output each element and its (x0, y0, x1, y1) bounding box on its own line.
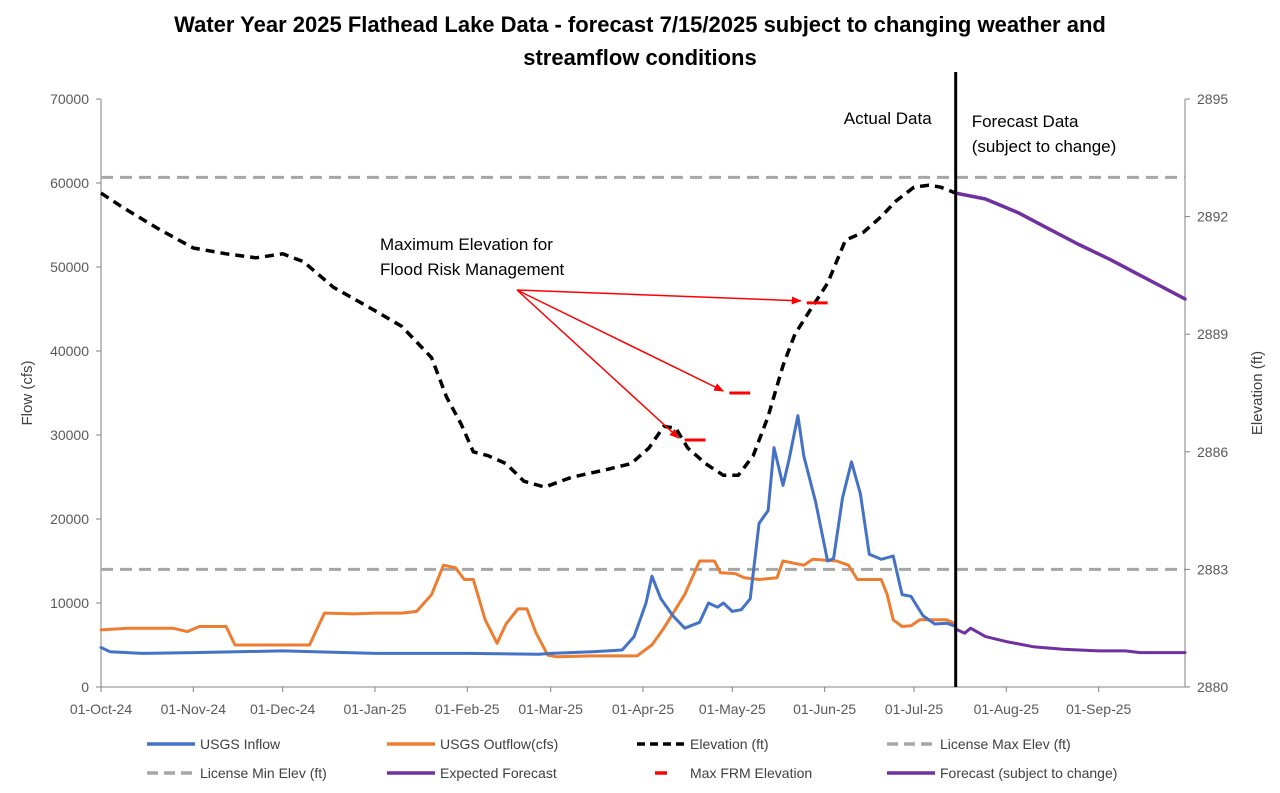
frm-annotation-line1: Maximum Elevation for (380, 235, 553, 254)
x-tick-label: 01-Nov-24 (161, 701, 227, 717)
x-tick-label: 01-Aug-25 (974, 701, 1040, 717)
y-right-tick-label: 2886 (1197, 444, 1228, 460)
x-tick-label: 01-Mar-25 (518, 701, 583, 717)
y-left-tick-label: 50000 (50, 259, 89, 275)
y-right-tick-label: 2895 (1197, 91, 1228, 107)
legend-label-outflow: USGS Outflow(cfs) (440, 736, 558, 752)
legend-label-inflow: USGS Inflow (200, 736, 281, 752)
expected-forecast-line (954, 626, 1187, 655)
x-tick-label: 01-Jun-25 (793, 701, 856, 717)
legend-label-forecast_elev: Forecast (subject to change) (940, 765, 1117, 781)
y-right-tick-label: 2880 (1197, 679, 1228, 695)
forecast-elevation-line (953, 191, 1187, 301)
frm-annotation-arrow (516, 289, 680, 439)
y-left-tick-label: 10000 (50, 595, 89, 611)
y-right-tick-label: 2883 (1197, 561, 1228, 577)
elevation-line (100, 183, 957, 489)
x-tick-label: 01-Dec-24 (250, 701, 316, 717)
y-left-tick-label: 0 (81, 679, 89, 695)
y-left-tick-label: 20000 (50, 511, 89, 527)
legend-label-license_max: License Max Elev (ft) (940, 736, 1071, 752)
x-tick-label: 01-Jul-25 (885, 701, 944, 717)
forecast-data-label: Forecast Data (972, 112, 1079, 131)
y-axis-left-title: Flow (cfs) (19, 361, 36, 426)
chart-title-line2: streamflow conditions (523, 45, 757, 70)
y-left-tick-label: 30000 (50, 427, 89, 443)
legend-label-max_frm: Max FRM Elevation (690, 765, 812, 781)
y-right-tick-label: 2892 (1197, 209, 1228, 225)
y-left-tick-label: 70000 (50, 91, 89, 107)
x-tick-label: 01-Feb-25 (435, 701, 500, 717)
legend-label-license_min: License Min Elev (ft) (200, 765, 327, 781)
x-tick-label: 01-Apr-25 (612, 701, 674, 717)
y-left-tick-label: 40000 (50, 343, 89, 359)
frm-annotation-arrow (516, 289, 725, 392)
usgs-outflow-line (99, 557, 958, 659)
legend-label-expected_forecast: Expected Forecast (440, 765, 557, 781)
frm-annotation-arrow (516, 289, 802, 305)
x-tick-label: 01-Oct-24 (70, 701, 132, 717)
y-left-tick-label: 60000 (50, 175, 89, 191)
forecast-data-sublabel: (subject to change) (972, 137, 1117, 156)
y-axis-right-title: Elevation (ft) (1249, 351, 1266, 435)
y-right-tick-label: 2889 (1197, 326, 1228, 342)
chart-title-line1: Water Year 2025 Flathead Lake Data - for… (174, 12, 1106, 37)
chart-title: Water Year 2025 Flathead Lake Data - for… (0, 8, 1280, 74)
legend-label-elevation: Elevation (ft) (690, 736, 769, 752)
actual-data-label: Actual Data (844, 109, 932, 128)
usgs-inflow-line (99, 414, 958, 656)
frm-annotation-line2: Flood Risk Management (380, 260, 565, 279)
x-tick-label: 01-May-25 (699, 701, 766, 717)
x-tick-label: 01-Jan-25 (343, 701, 406, 717)
x-tick-label: 01-Sep-25 (1066, 701, 1132, 717)
